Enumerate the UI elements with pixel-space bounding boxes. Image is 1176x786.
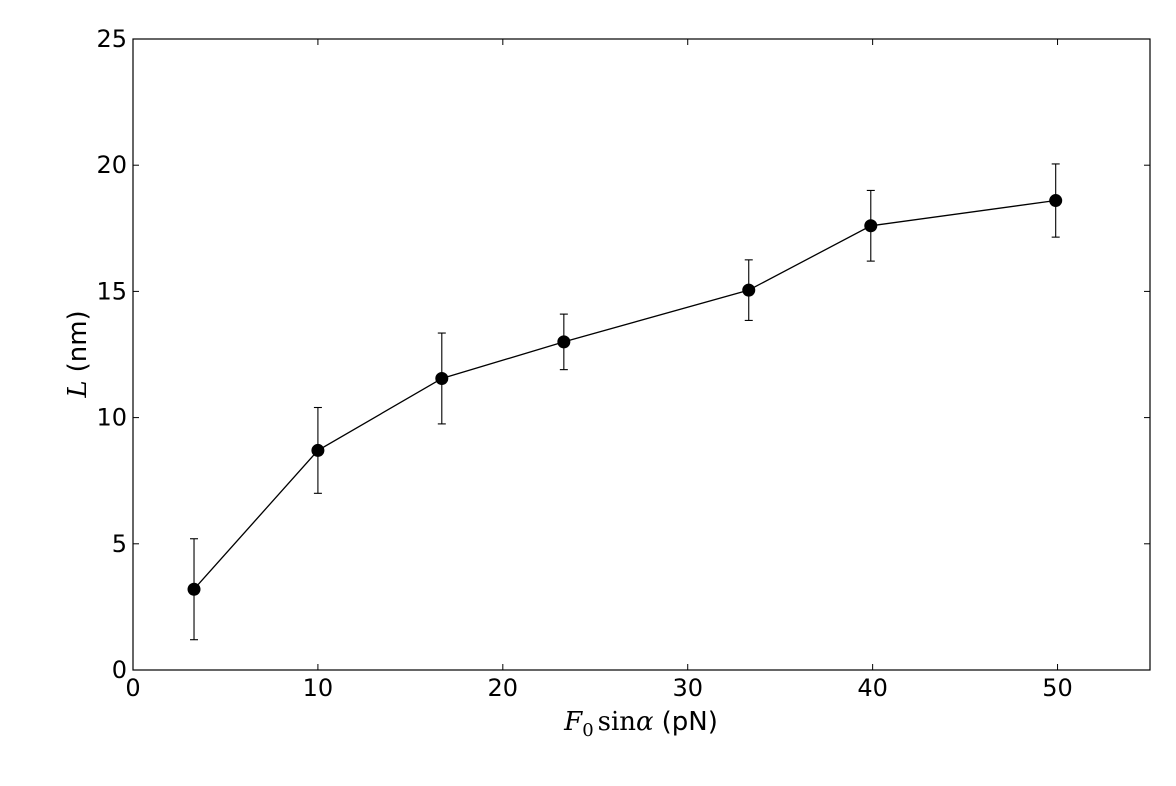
data-point-3 bbox=[557, 335, 571, 349]
x-tick-label-1: 10 bbox=[303, 674, 334, 702]
plot-area: 0 10 20 30 40 50 0 5 10 15 20 25 bbox=[96, 25, 1151, 702]
x-axis-label-sub: 0 bbox=[582, 720, 593, 741]
data-point-5 bbox=[864, 219, 878, 233]
series-line-0 bbox=[193, 199, 1056, 590]
y-tick-label-1: 5 bbox=[112, 530, 127, 558]
y-axis-label-unit: (nm) bbox=[63, 310, 93, 372]
x-tick-label-0: 0 bbox=[125, 674, 140, 702]
y-tick-label-5: 25 bbox=[96, 25, 127, 53]
x-axis-label: F0 sinα (pN) bbox=[563, 707, 718, 741]
x-tick-label-4: 40 bbox=[857, 674, 888, 702]
data-point-2 bbox=[435, 371, 449, 385]
plot-frame bbox=[132, 38, 1151, 671]
y-tick-label-2: 10 bbox=[96, 404, 127, 432]
x-tick-label-3: 30 bbox=[672, 674, 703, 702]
x-axis-label-unit: (pN) bbox=[662, 707, 718, 737]
y-tick-label-4: 20 bbox=[96, 151, 127, 179]
data-point-6 bbox=[1049, 194, 1063, 208]
x-tick-label-5: 50 bbox=[1042, 674, 1073, 702]
data-point-1 bbox=[311, 443, 325, 457]
y-tick-label-3: 15 bbox=[96, 277, 127, 305]
y-axis-label-var: L bbox=[63, 380, 93, 398]
x-tick-label-2: 20 bbox=[488, 674, 519, 702]
x-axis-label-var: F bbox=[563, 707, 583, 737]
y-axis-label: L (nm) bbox=[63, 310, 93, 398]
data-point-0 bbox=[187, 582, 201, 596]
data-point-4 bbox=[742, 283, 756, 297]
y-tick-label-0: 0 bbox=[112, 656, 127, 684]
x-axis-label-func: sin bbox=[598, 707, 637, 737]
x-axis-label-greek: α bbox=[636, 707, 654, 737]
